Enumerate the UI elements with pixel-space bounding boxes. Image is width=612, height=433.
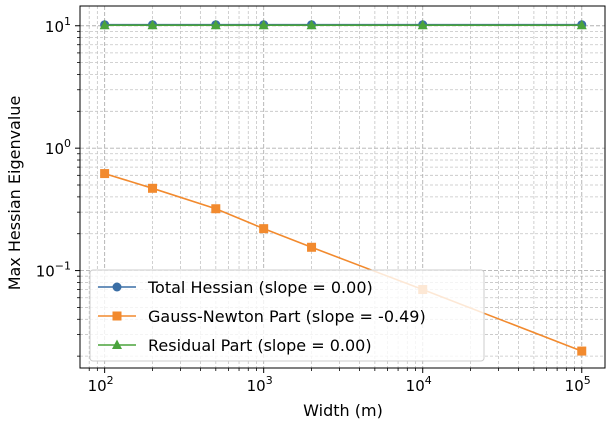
- legend-marker: [112, 339, 122, 349]
- x-tick-label: 104: [406, 374, 432, 395]
- data-point: [576, 19, 587, 30]
- series-3: [99, 19, 587, 30]
- legend: Total Hessian (slope = 0.00) Gauss-Newton…: [89, 269, 485, 362]
- legend-entry: Residual Part (slope = 0.00): [98, 336, 372, 355]
- y-tick-label: 101: [45, 15, 71, 36]
- data-point: [417, 19, 428, 30]
- x-tick-label: 105: [565, 374, 591, 395]
- legend-marker: [112, 311, 122, 321]
- x-tick-label: 102: [88, 374, 114, 395]
- data-point: [258, 19, 269, 30]
- ticks-layer: 102 103 104 105 101 100 10−1: [36, 15, 591, 395]
- data-point: [211, 204, 221, 214]
- data-point: [99, 19, 110, 30]
- legend-entry: Total Hessian (slope = 0.00): [98, 278, 373, 297]
- legend-label: Gauss-Newton Part (slope = -0.49): [148, 307, 426, 326]
- legend-label: Total Hessian (slope = 0.00): [147, 278, 373, 297]
- x-tick-label: 103: [247, 374, 273, 395]
- y-axis-label: Max Hessian Eigenvalue: [5, 96, 24, 291]
- data-point: [210, 19, 221, 30]
- legend-label: Residual Part (slope = 0.00): [148, 336, 372, 355]
- data-point: [306, 19, 317, 30]
- legend-box: [89, 269, 485, 362]
- data-point: [148, 183, 158, 193]
- plot-frame: [79, 5, 606, 369]
- data-point: [100, 169, 110, 179]
- x-axis-label: Width (m): [303, 401, 383, 420]
- legend-entry: Gauss-Newton Part (slope = -0.49): [98, 307, 426, 326]
- y-tick-label: 10−1: [36, 260, 71, 281]
- data-point: [259, 224, 269, 234]
- data-point: [307, 242, 317, 252]
- legend-marker: [112, 282, 122, 292]
- data-point: [147, 19, 158, 30]
- data-point: [577, 346, 587, 356]
- y-tick-label: 100: [45, 137, 71, 158]
